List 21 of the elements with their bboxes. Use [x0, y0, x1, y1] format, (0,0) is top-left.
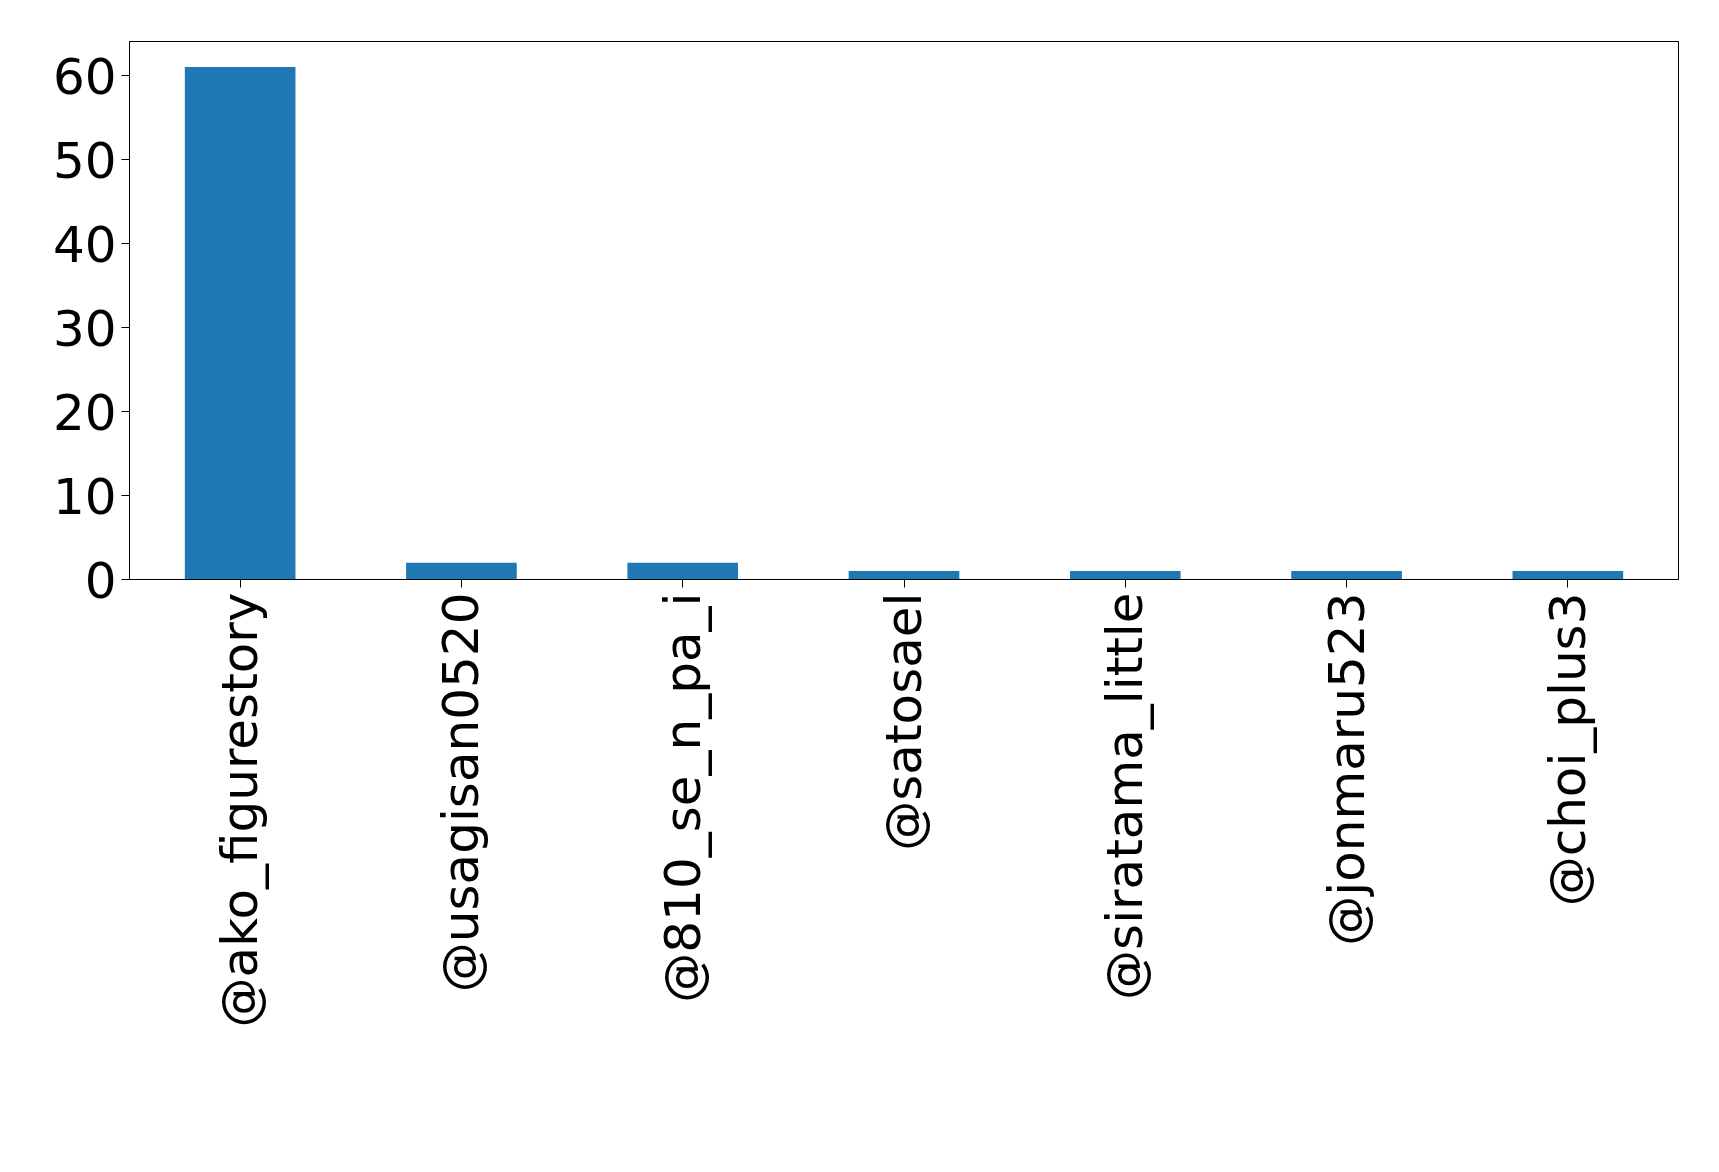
y-tick-label: 60	[52, 47, 117, 106]
bar	[1069, 571, 1181, 580]
x-tick-label: @jonmaru523	[1317, 592, 1376, 946]
y-tick-label: 0	[84, 551, 117, 610]
x-tick-label: @810_se_n_pa_i	[653, 592, 712, 1003]
bar	[1512, 571, 1624, 580]
y-tick-label: 10	[52, 467, 117, 526]
bar	[1291, 571, 1402, 580]
x-tick-label: @ako_figurestory	[211, 592, 270, 1028]
bar	[406, 562, 517, 580]
y-tick-label: 50	[52, 131, 117, 190]
x-tick-label: @usagisan0520	[432, 592, 491, 993]
y-tick-label: 40	[52, 215, 117, 274]
bar	[627, 562, 739, 580]
bar	[848, 571, 960, 580]
y-tick-label: 20	[52, 383, 117, 442]
y-tick-label: 30	[52, 299, 117, 358]
x-tick-label: @siratama_little	[1096, 592, 1155, 1000]
x-tick-label: @satosael	[875, 592, 933, 851]
bar	[184, 67, 296, 580]
x-tick-label: @choi_plus3	[1538, 592, 1597, 907]
